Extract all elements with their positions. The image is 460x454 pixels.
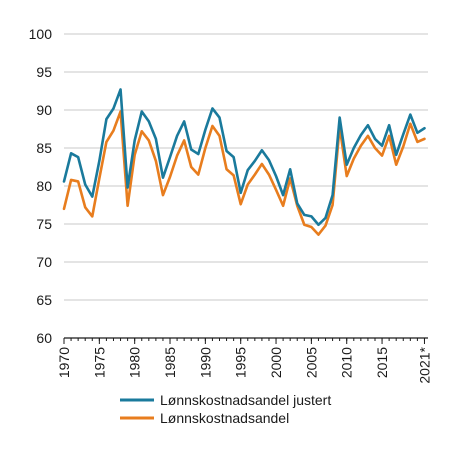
x-tick-label: 1980 bbox=[127, 347, 143, 378]
y-tick-label: 80 bbox=[36, 178, 52, 194]
x-tick-label: 1995 bbox=[233, 347, 249, 378]
series-line-base bbox=[62, 110, 426, 236]
x-tick-labels: 1970 1975 1980 1985 1990 1995 2000 2005 2010 2015… bbox=[56, 346, 432, 383]
y-tick-label: 60 bbox=[36, 330, 52, 346]
y-tick-labels: 60 65 70 75 80 85 90 95 100 bbox=[29, 26, 53, 346]
x-tick-label: 2010 bbox=[339, 347, 355, 378]
series-lines bbox=[62, 88, 426, 236]
y-tick-label: 70 bbox=[36, 254, 52, 270]
axes bbox=[63, 337, 428, 344]
y-tick-label: 100 bbox=[29, 26, 53, 42]
legend-label: Lønnskostnadsandel bbox=[160, 410, 289, 426]
series-line-justert bbox=[62, 88, 426, 227]
legend-label: Lønnskostnadsandel justert bbox=[160, 392, 331, 408]
x-tick-label: 2005 bbox=[303, 347, 319, 378]
x-tick-label: 2015 bbox=[374, 347, 390, 378]
x-tick-label: 2021* bbox=[416, 346, 432, 383]
y-tick-label: 90 bbox=[36, 102, 52, 118]
y-tick-label: 85 bbox=[36, 140, 52, 156]
legend: Lønnskostnadsandel justert Lønnskostnadsa… bbox=[120, 392, 331, 426]
x-tick-label: 1975 bbox=[91, 347, 107, 378]
x-tick-label: 1985 bbox=[162, 347, 178, 378]
y-tick-label: 95 bbox=[36, 64, 52, 80]
legend-item: Lønnskostnadsandel bbox=[120, 410, 289, 426]
x-tick-label: 1970 bbox=[56, 347, 72, 378]
y-tick-label: 65 bbox=[36, 292, 52, 308]
y-tick-label: 75 bbox=[36, 216, 52, 232]
x-tick-label: 1990 bbox=[197, 347, 213, 378]
x-tick-label: 2000 bbox=[268, 347, 284, 378]
gridlines bbox=[64, 33, 428, 301]
legend-item: Lønnskostnadsandel justert bbox=[120, 392, 331, 408]
